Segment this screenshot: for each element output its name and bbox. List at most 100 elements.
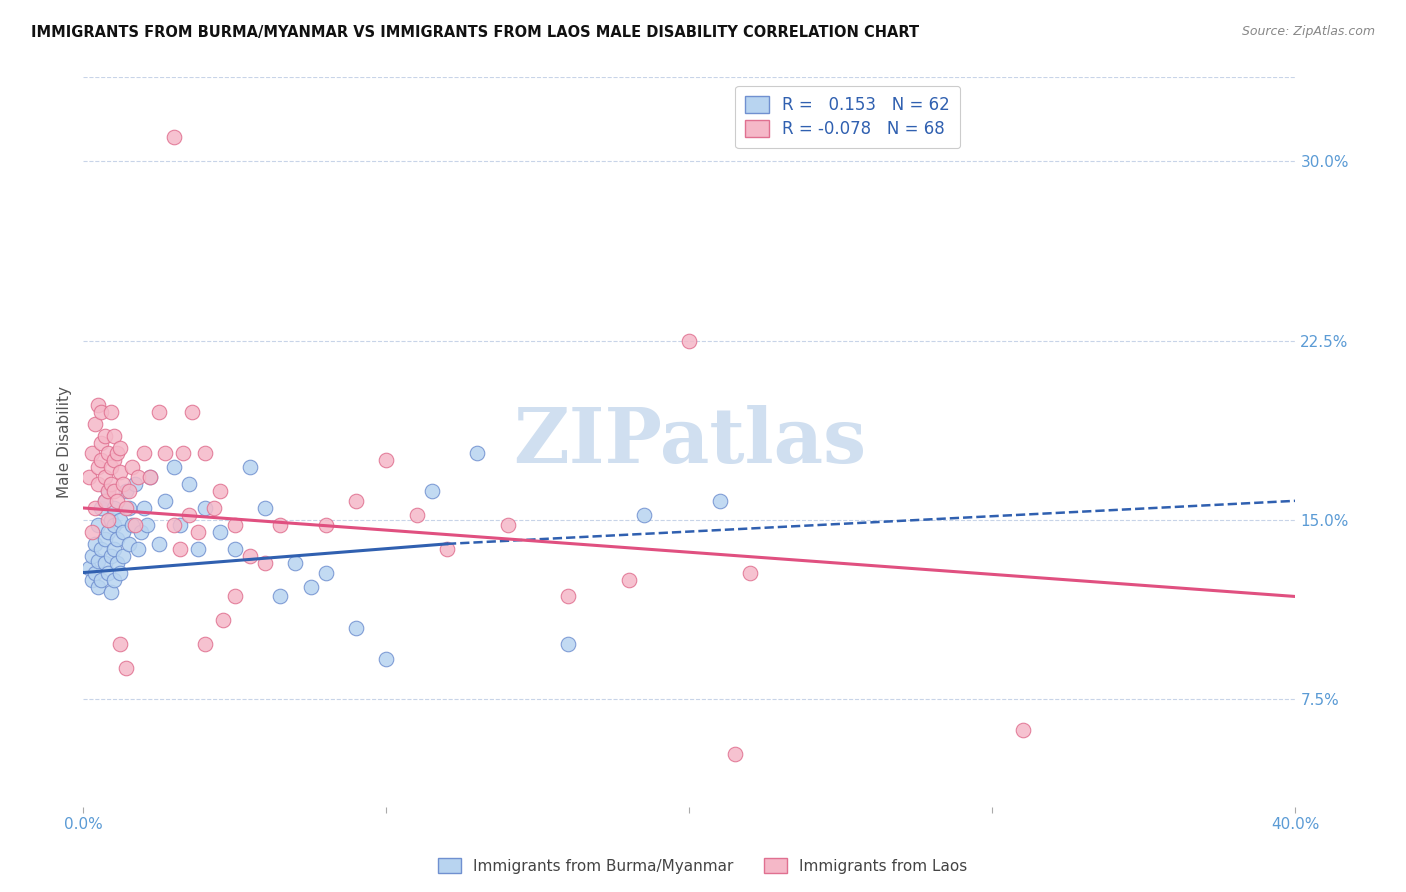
Point [79, 561, 101, 575]
Point [90, 405, 112, 419]
Point [87, 460, 110, 475]
Point [118, 500, 141, 515]
Point [239, 460, 262, 475]
Point [315, 566, 337, 580]
Point [100, 477, 122, 491]
Point [193, 446, 215, 460]
Point [208, 524, 231, 539]
Point [87, 580, 110, 594]
Point [114, 484, 136, 499]
Point [179, 508, 201, 523]
Point [211, 614, 233, 628]
Point [103, 453, 125, 467]
Point [79, 470, 101, 484]
Point [163, 460, 186, 475]
Point [96, 484, 118, 499]
Point [111, 524, 134, 539]
Point [82, 524, 104, 539]
Point [315, 517, 337, 532]
Point [269, 590, 291, 604]
Point [84, 417, 107, 432]
Point [193, 637, 215, 651]
Point [103, 429, 125, 443]
Point [344, 493, 367, 508]
Point [224, 590, 246, 604]
Point [465, 446, 488, 460]
Point [90, 573, 112, 587]
Point [100, 405, 122, 419]
Point [103, 517, 125, 532]
Point [90, 453, 112, 467]
Point [633, 508, 655, 523]
Point [163, 130, 186, 145]
Point [153, 446, 176, 460]
Point [405, 508, 427, 523]
Point [148, 537, 170, 551]
Legend: Immigrants from Burma/Myanmar, Immigrants from Laos: Immigrants from Burma/Myanmar, Immigrant… [432, 852, 974, 880]
Point [208, 484, 231, 499]
Point [93, 429, 115, 443]
Point [93, 532, 115, 546]
Point [121, 517, 143, 532]
Point [93, 470, 115, 484]
Point [96, 484, 118, 499]
Point [114, 500, 136, 515]
Point [557, 637, 579, 651]
Point [344, 621, 367, 635]
Point [269, 517, 291, 532]
Point [111, 549, 134, 563]
Point [187, 541, 209, 556]
Point [118, 537, 141, 551]
Point [114, 661, 136, 675]
Point [118, 484, 141, 499]
Point [103, 541, 125, 556]
Point [420, 484, 443, 499]
Legend: R =   0.153   N = 62, R = -0.078   N = 68: R = 0.153 N = 62, R = -0.078 N = 68 [735, 86, 960, 148]
Point [193, 500, 215, 515]
Text: ZIPatlas: ZIPatlas [513, 405, 866, 479]
Point [108, 441, 131, 455]
Point [127, 541, 149, 556]
Point [103, 573, 125, 587]
Point [100, 460, 122, 475]
Point [299, 580, 322, 594]
Point [181, 405, 204, 419]
Point [105, 446, 128, 460]
Point [709, 493, 731, 508]
Point [179, 477, 201, 491]
Point [124, 517, 146, 532]
Point [90, 541, 112, 556]
Point [678, 334, 700, 348]
Point [103, 500, 125, 515]
Point [82, 549, 104, 563]
Point [139, 470, 162, 484]
Point [254, 500, 277, 515]
Point [108, 465, 131, 479]
Point [82, 446, 104, 460]
Point [239, 549, 262, 563]
Point [103, 484, 125, 499]
Point [96, 513, 118, 527]
Point [224, 517, 246, 532]
Point [90, 500, 112, 515]
Point [187, 524, 209, 539]
Point [172, 446, 194, 460]
Text: Source: ZipAtlas.com: Source: ZipAtlas.com [1241, 25, 1375, 38]
Point [724, 747, 747, 762]
Point [96, 446, 118, 460]
Point [105, 556, 128, 570]
Point [132, 500, 155, 515]
Point [139, 470, 162, 484]
Point [436, 541, 458, 556]
Point [124, 477, 146, 491]
Y-axis label: Male Disability: Male Disability [58, 386, 72, 499]
Point [87, 553, 110, 567]
Point [100, 584, 122, 599]
Point [82, 573, 104, 587]
Point [105, 493, 128, 508]
Point [108, 513, 131, 527]
Point [224, 541, 246, 556]
Point [108, 637, 131, 651]
Point [284, 556, 307, 570]
Point [87, 398, 110, 412]
